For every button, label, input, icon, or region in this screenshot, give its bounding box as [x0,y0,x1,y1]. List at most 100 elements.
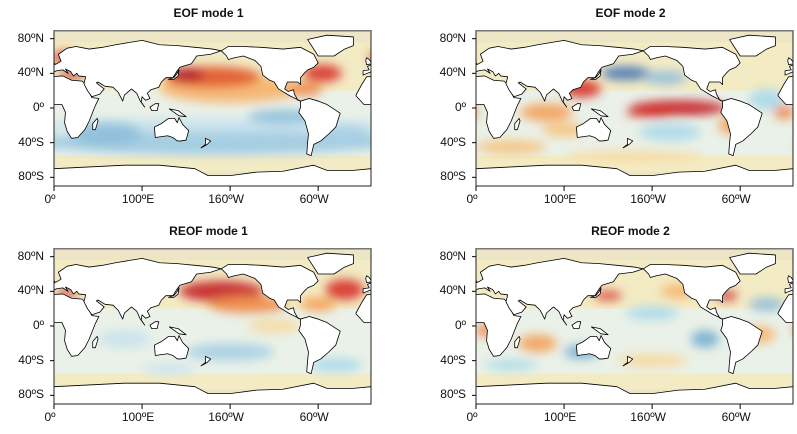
anomaly-region [374,289,375,298]
anomaly-region [71,121,143,147]
anomaly-region [793,323,797,337]
landmass-africa [355,76,371,105]
landmass-namerica [220,46,319,102]
landmass-uk [365,275,371,284]
y-tick-label: 80ºN [439,248,466,263]
anomaly-region [54,137,72,148]
x-tick-label: 100ºE [121,410,155,424]
landmass-namerica [220,264,319,320]
landmass-antarctica [792,168,793,186]
landmass-antarctica [792,386,793,404]
map-svg [472,30,794,191]
anomaly-region [542,122,587,137]
landmass-samerica [720,98,763,157]
y-tick-label: 80ºS [18,169,44,184]
x-tick-label: 100ºE [543,192,577,206]
landmass-samerica [298,98,341,157]
anomaly-region [690,330,720,348]
anomaly-region [593,291,623,300]
landmass-africa [355,294,371,323]
x-tick-label: 0º [466,410,478,424]
anomaly-region [773,105,793,120]
map-panel [50,30,372,191]
landmass-newguinea [168,326,187,336]
landmass-madagascar [514,336,521,349]
map-panel [472,248,794,409]
landmass-eurasia [784,64,793,76]
y-tick-label: 40ºS [18,352,44,367]
panel-title: REOF mode 2 [591,224,670,238]
landmass-eurasia [54,39,222,108]
landmass-uk [787,57,793,66]
anomaly-region [303,64,342,82]
anomaly-region [247,319,301,333]
y-tick-label: 0º [32,100,44,114]
landmass-namerica [642,264,741,320]
landmass-antarctica [370,386,371,404]
anomaly-region [300,297,336,312]
landmass-uk [365,57,371,66]
anomaly-region [518,334,558,352]
map-svg [50,30,372,191]
landmass-samerica [298,316,341,375]
y-tick-label: 40ºN [439,65,466,80]
landmass-borneo [571,103,582,111]
landmass-borneo [149,321,160,329]
map-svg [472,248,797,409]
landmass-australia [575,117,612,142]
landmass-greenland [307,34,354,57]
landmass-greenland [729,34,776,57]
landmass-madagascar [92,336,99,349]
anomaly-region [638,123,701,141]
landmass-japan [168,69,180,80]
anomaly-region [208,295,288,313]
landmass-eurasia [784,282,793,294]
x-tick-label: 60ºW [721,192,751,206]
x-tick-label: 160ºW [630,192,666,206]
anomaly-region [564,150,705,161]
y-tick-label: 40ºN [17,283,44,298]
landmass-africa [777,76,793,105]
landmass-borneo [571,321,582,329]
landmass-africa [777,294,793,323]
landmass-namerica [642,46,741,102]
y-tick-label: 40ºN [439,283,466,298]
anomaly-region [50,125,54,142]
panel-title: EOF mode 1 [173,6,244,20]
landmass-greenland [307,252,354,275]
anomaly-region [325,279,364,300]
landmass-antarctica [370,168,371,186]
anomaly-region [142,364,195,375]
landmass-antarctica [476,164,793,186]
landmass-antarctica [54,382,371,404]
landmass-antarctica [476,382,793,404]
map-svg [50,248,375,409]
landmass-eurasia [362,64,371,76]
anomaly-region [625,107,679,118]
landmass-newguinea [590,108,609,118]
map-panel [472,30,794,191]
anomaly-region [98,330,151,348]
y-tick-label: 0º [454,318,466,332]
landmass-samerica [720,316,763,375]
landmass-nz [200,137,212,149]
y-tick-label: 40ºN [17,65,44,80]
y-tick-label: 40ºS [440,134,466,149]
anomaly-region [309,358,363,372]
x-tick-label: 60ºW [721,410,751,424]
anomaly-region [186,343,275,361]
landmass-eurasia [362,282,371,294]
landmass-nz [622,355,634,367]
x-tick-label: 0º [466,192,478,206]
y-tick-label: 80ºS [440,387,466,402]
anomaly-region [168,68,204,82]
y-tick-label: 80ºN [439,30,466,45]
anomaly-region [476,140,547,154]
anomaly-region [484,359,538,371]
anomaly-region [601,66,651,81]
anomaly-region [287,82,323,96]
panel-title: EOF mode 2 [595,6,666,20]
anomaly-region [625,306,679,320]
anomaly-region [643,70,688,85]
landmass-uk [787,275,793,284]
